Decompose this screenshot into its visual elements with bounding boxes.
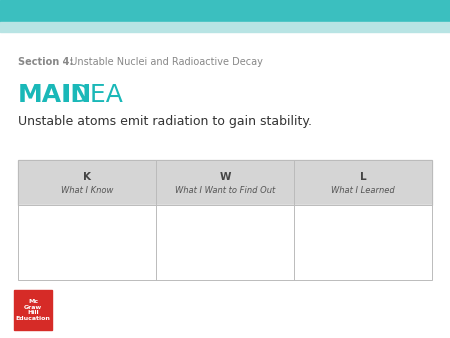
Text: Mc
Graw
Hill
Education: Mc Graw Hill Education (16, 299, 50, 321)
Bar (18, 160, 432, 280)
Bar (14, 290, 52, 330)
Text: L: L (360, 172, 366, 183)
Text: IDEA: IDEA (64, 83, 124, 107)
Text: What I Know: What I Know (61, 186, 113, 195)
Text: What I Want to Find Out: What I Want to Find Out (175, 186, 275, 195)
Bar (18, 205, 432, 280)
Text: Unstable Nuclei and Radioactive Decay: Unstable Nuclei and Radioactive Decay (64, 57, 263, 67)
Text: K: K (83, 172, 91, 183)
Bar (0, 0, 450, 22)
Text: What I Learned: What I Learned (331, 186, 395, 195)
Bar (18, 160, 432, 205)
Text: W: W (219, 172, 231, 183)
Bar (0, 22, 450, 32)
Text: Unstable atoms emit radiation to gain stability.: Unstable atoms emit radiation to gain st… (18, 116, 312, 128)
Text: Section 4:: Section 4: (18, 57, 73, 67)
Text: MAIN: MAIN (18, 83, 92, 107)
